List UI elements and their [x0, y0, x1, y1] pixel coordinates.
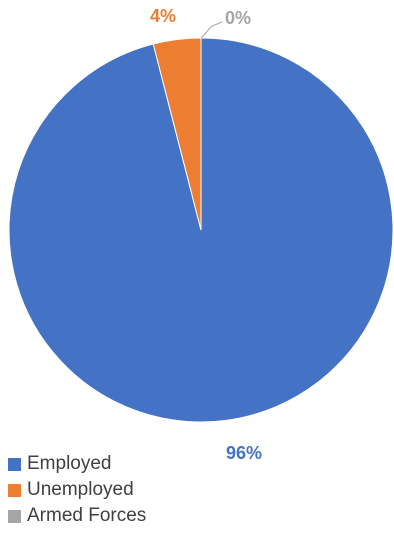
legend-swatch-employed	[8, 457, 21, 471]
data-label-unemployed: 4%	[150, 6, 176, 26]
legend-swatch-armed-forces	[8, 509, 21, 523]
leader-line-armed-forces	[200, 21, 223, 39]
data-labels: 96% 4% 0%	[150, 6, 262, 463]
legend-item-unemployed: Unemployed	[8, 477, 208, 503]
legend-label-armed-forces: Armed Forces	[27, 505, 147, 526]
legend-label-employed: Employed	[27, 453, 112, 474]
pie-slice-unemployed	[152, 37, 202, 231]
legend-label-unemployed: Unemployed	[27, 479, 134, 500]
legend-item-employed: Employed	[8, 451, 208, 477]
leader-lines	[200, 21, 223, 39]
legend: Employed Unemployed Armed Forces	[8, 451, 208, 529]
legend-swatch-unemployed	[8, 483, 21, 497]
legend-item-armed-forces: Armed Forces	[8, 503, 208, 529]
pie-slices	[8, 37, 394, 423]
data-label-armed-forces: 0%	[225, 8, 251, 28]
data-label-employed: 96%	[226, 443, 262, 463]
